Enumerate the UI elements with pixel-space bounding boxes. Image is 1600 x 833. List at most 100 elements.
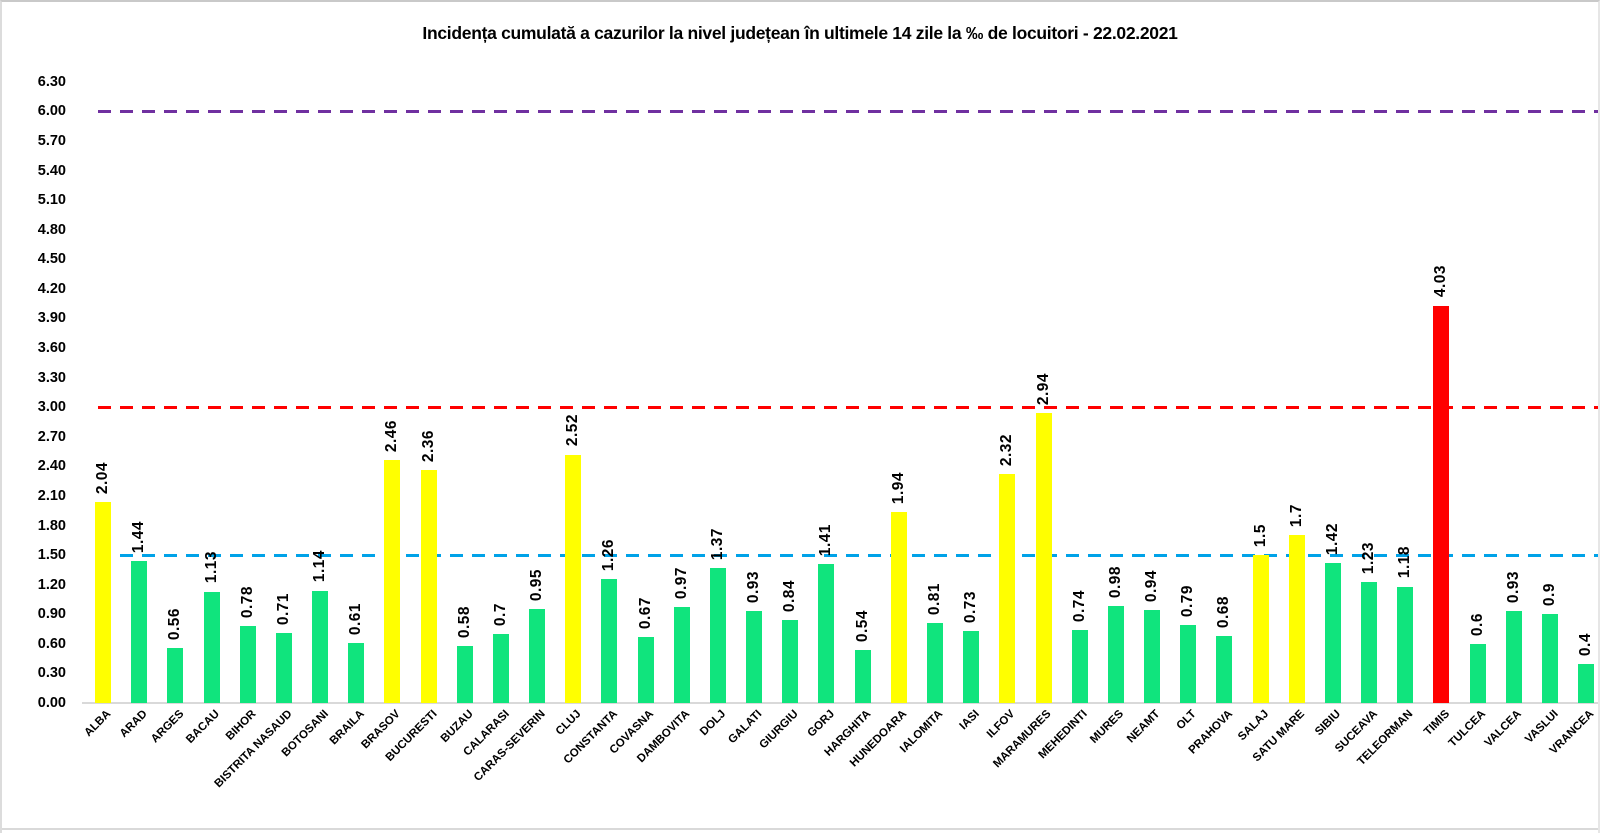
bar-hunedoara <box>890 511 907 703</box>
bar-arad <box>131 561 148 703</box>
y-axis-tick-label: 1.50 <box>37 547 66 564</box>
y-axis-tick-label: 3.00 <box>37 399 66 416</box>
y-axis-tick-label: 4.80 <box>37 221 66 238</box>
bar-satu-mare <box>1288 535 1305 703</box>
bar-ilfov <box>999 474 1016 703</box>
x-axis-category-label: ARGES <box>148 708 186 746</box>
bar-bucuresti <box>420 470 437 703</box>
x-axis-category-label: MURES <box>1088 708 1127 746</box>
y-axis-tick-label: 0.00 <box>37 695 66 711</box>
y-axis-tick-label: 5.40 <box>37 162 66 179</box>
y-axis-tick-label: 0.60 <box>37 635 66 652</box>
bar-value-label: 0.61 <box>347 602 365 635</box>
reference-line-6.00 <box>98 109 1598 113</box>
bottom-divider <box>2 828 1598 830</box>
bar-value-label: 0.84 <box>781 580 799 613</box>
bar-value-label: 0.58 <box>455 605 473 638</box>
bar-value-label: 2.32 <box>998 434 1016 467</box>
bar-value-label: 0.81 <box>925 582 943 616</box>
x-axis-category-label: SIBIU <box>1313 708 1344 739</box>
y-axis-tick-label: 2.10 <box>37 487 66 504</box>
bar-value-label: 0.6 <box>1468 612 1486 636</box>
bar-maramures <box>1035 413 1052 703</box>
bar-value-label: 0.74 <box>1070 589 1088 623</box>
bar-value-label: 2.52 <box>564 414 582 447</box>
bar-constanta <box>601 578 618 703</box>
y-axis-tick-label: 6.00 <box>37 103 66 120</box>
bar-value-label: 2.94 <box>1034 372 1052 406</box>
x-axis-category-label: GORJ <box>805 708 837 740</box>
x-axis-category-label: BACAU <box>184 708 223 746</box>
bar-bihor <box>239 626 256 703</box>
bar-giurgiu <box>782 620 799 703</box>
y-axis-tick-label: 5.10 <box>37 192 66 209</box>
bar-bistrita-nasaud <box>275 632 292 703</box>
reference-line-3.00 <box>98 405 1598 409</box>
y-axis-tick-label: 0.30 <box>37 665 66 682</box>
bar-value-label: 0.7 <box>491 602 509 626</box>
x-axis-category-label: VALCEA <box>1482 708 1525 750</box>
y-axis-tick-label: 1.80 <box>37 517 66 534</box>
bar-valcea <box>1505 611 1522 703</box>
y-axis-tick-label: 4.20 <box>37 280 66 297</box>
bar-value-label: 0.56 <box>166 607 184 640</box>
bar-dolj <box>709 567 726 703</box>
bar-buzau <box>456 645 473 703</box>
bar-vaslui <box>1541 614 1558 703</box>
bar-caras-severin <box>529 609 546 703</box>
bar-botosani <box>312 590 329 703</box>
y-axis-tick-label: 2.40 <box>37 458 66 475</box>
bar-value-label: 1.13 <box>202 551 220 584</box>
bar-value-label: 0.9 <box>1540 583 1558 607</box>
y-axis-tick-label: 5.70 <box>37 132 66 149</box>
bar-value-label: 1.23 <box>1360 541 1378 574</box>
bar-dambovita <box>673 607 690 703</box>
x-axis-category-label: CLUJ <box>554 708 584 738</box>
y-axis-tick-label: 1.20 <box>37 576 66 593</box>
bar-value-label: 2.36 <box>419 430 437 463</box>
bar-value-label: 0.93 <box>1504 571 1522 604</box>
bar-value-label: 1.14 <box>311 550 329 583</box>
bar-bacau <box>203 591 220 703</box>
x-axis-category-label: TULCEA <box>1446 708 1489 750</box>
bar-value-label: 0.67 <box>636 596 654 629</box>
bar-value-label: 1.26 <box>600 538 618 571</box>
bar-arges <box>167 647 184 703</box>
bar-neamt <box>1144 610 1160 703</box>
bar-value-label: 0.98 <box>1106 566 1124 599</box>
x-axis-category-label: NEAMT <box>1125 708 1163 746</box>
bar-galati <box>746 611 763 703</box>
x-axis-category-label: BIHOR <box>223 708 259 743</box>
y-axis-tick-label: 3.30 <box>37 369 66 386</box>
bar-value-label: 0.73 <box>962 590 980 624</box>
bar-harghita <box>854 649 871 703</box>
bar-teleorman <box>1397 586 1414 703</box>
bar-braila <box>348 642 365 703</box>
x-axis-category-label: TIMIS <box>1421 708 1452 739</box>
bar-value-label: 1.41 <box>817 523 835 556</box>
chart-title: Incidența cumulată a cazurilor la nivel … <box>422 23 1178 43</box>
bar-calarasi <box>492 633 509 703</box>
bar-prahova <box>1216 635 1233 703</box>
x-axis-category-label: GIURGIU <box>757 708 801 752</box>
bar-mehedinti <box>1071 630 1088 703</box>
bar-value-label: 2.46 <box>383 420 401 453</box>
bar-value-label: 0.54 <box>853 609 871 642</box>
bar-value-label: 0.94 <box>1143 570 1160 603</box>
bar-olt <box>1180 625 1197 703</box>
x-axis-category-label: OLT <box>1174 708 1199 733</box>
bar-value-label: 1.37 <box>708 527 726 560</box>
bar-gorj <box>818 563 835 703</box>
bar-value-label: 1.18 <box>1396 546 1414 579</box>
x-axis-category-label: IASI <box>957 708 982 733</box>
bar-value-label: 4.03 <box>1432 265 1450 298</box>
y-axis-tick-label: 0.90 <box>37 606 66 623</box>
bar-salaj <box>1252 555 1269 703</box>
y-axis-tick-label: 3.90 <box>37 310 66 327</box>
bar-alba <box>95 501 112 703</box>
x-axis-category-label: ALBA <box>82 708 114 740</box>
bar-value-label: 0.93 <box>745 571 763 604</box>
bar-value-label: 1.5 <box>1251 524 1269 548</box>
bar-value-label: 0.97 <box>672 567 690 600</box>
